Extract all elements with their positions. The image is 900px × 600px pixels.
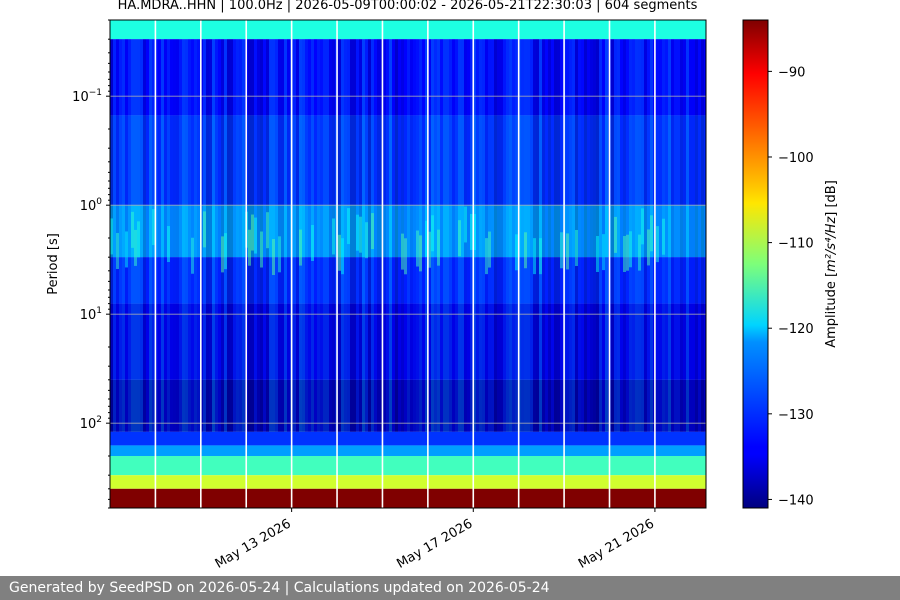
x-tick-label: May 13 2026 [213,516,294,571]
footer-text: Generated by SeedPSD on 2026-05-24 | Cal… [9,580,550,596]
colorbar-tick-label: −140 [778,493,814,508]
y-tick-label: 100 [80,197,103,214]
plot-frame [109,19,707,509]
psd-band-1 [110,39,706,116]
footer-bar: Generated by SeedPSD on 2026-05-24 | Cal… [0,576,900,600]
psd-band-3 [110,205,706,258]
psd-figure: 10−1 100 101 102 May 13 2026 May 17 2026 May 2… [46,19,839,572]
colorbar-label: Amplitude [m²/s⁴/Hz] [dB] [824,180,839,348]
colorbar-tick-label: −130 [778,408,814,423]
colorbar-tick-label: −90 [778,65,805,80]
psd-band-2 [110,115,706,206]
x-tick-label: May 21 2026 [576,516,657,571]
spectrogram [110,20,706,508]
y-axis-label: Period [s] [46,233,61,295]
psd-band-5 [110,303,706,380]
psd-band-4 [110,257,706,304]
chart-title: HA.MDRA..HHN | 100.0Hz | 2026-05-09T00:0… [117,0,698,13]
data-gaps [154,20,656,508]
psd-band-7 [110,431,706,446]
psd-band-0 [110,20,706,40]
psd-band-10 [110,475,706,489]
colorbar-tick-label: −120 [778,322,814,337]
colorbar-gradient [742,19,769,509]
colorbar: −90 −100 −110 −120 −130 −140 [742,19,814,509]
psd-band-9 [110,455,706,476]
y-tick-label: 10−1 [72,88,102,105]
y-tick-label: 102 [80,415,102,432]
spectrogram-texture [110,39,706,432]
psd-band-8 [110,445,706,456]
y-tick-label: 101 [80,306,102,323]
x-tick-label: May 17 2026 [394,516,475,571]
psd-band-11 [110,488,706,508]
colorbar-tick-label: −110 [778,237,814,252]
plot-area: 10−1 100 101 102 May 13 2026 May 17 2026 May 2… [72,19,707,572]
colorbar-tick-label: −100 [778,151,814,166]
